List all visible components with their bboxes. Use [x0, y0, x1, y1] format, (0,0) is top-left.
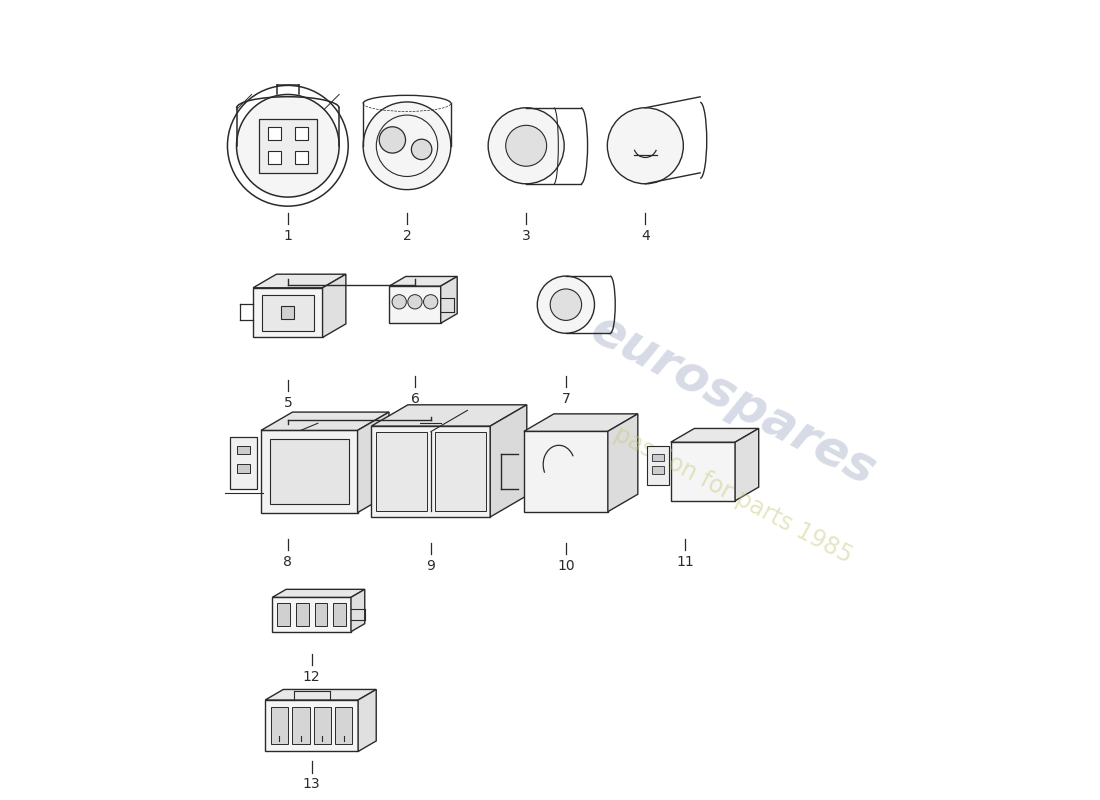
Bar: [277, 603, 290, 626]
Bar: [296, 603, 309, 626]
Bar: [262, 294, 314, 330]
Text: 4: 4: [641, 229, 650, 243]
Bar: [282, 306, 295, 319]
Bar: [271, 707, 288, 744]
Polygon shape: [491, 405, 527, 517]
Polygon shape: [389, 286, 441, 323]
Polygon shape: [372, 426, 491, 517]
Bar: [270, 438, 349, 504]
Bar: [375, 432, 427, 511]
Text: 2: 2: [403, 229, 411, 243]
Circle shape: [607, 108, 683, 184]
Polygon shape: [671, 429, 759, 442]
Polygon shape: [322, 274, 345, 338]
Text: 12: 12: [302, 670, 320, 684]
Bar: [260, 118, 317, 173]
Bar: [238, 446, 251, 454]
Circle shape: [488, 108, 564, 184]
Polygon shape: [524, 414, 638, 431]
Polygon shape: [359, 690, 376, 751]
Text: 13: 13: [302, 778, 320, 791]
Polygon shape: [253, 274, 345, 288]
Text: eurospares: eurospares: [582, 305, 883, 495]
Polygon shape: [253, 288, 322, 338]
Circle shape: [537, 276, 594, 334]
Polygon shape: [671, 442, 735, 501]
Bar: [434, 432, 486, 511]
Circle shape: [424, 294, 438, 309]
Circle shape: [506, 126, 547, 166]
Polygon shape: [735, 429, 759, 501]
Text: 6: 6: [410, 392, 419, 406]
Polygon shape: [261, 430, 358, 513]
Polygon shape: [524, 431, 608, 512]
Text: 5: 5: [284, 396, 293, 410]
Polygon shape: [265, 690, 376, 700]
Polygon shape: [273, 598, 351, 632]
Bar: [267, 127, 280, 140]
Bar: [267, 151, 280, 164]
Bar: [652, 454, 663, 461]
Text: 9: 9: [427, 559, 436, 573]
Text: 11: 11: [676, 555, 694, 569]
Polygon shape: [358, 412, 389, 513]
Text: passion for parts 1985: passion for parts 1985: [609, 422, 856, 569]
Circle shape: [379, 126, 406, 153]
Circle shape: [392, 294, 406, 309]
Text: 10: 10: [557, 559, 574, 573]
Bar: [293, 707, 309, 744]
Text: 7: 7: [561, 392, 570, 406]
Bar: [336, 707, 352, 744]
Polygon shape: [265, 700, 359, 751]
Polygon shape: [608, 414, 638, 512]
Polygon shape: [389, 277, 458, 286]
Polygon shape: [351, 590, 365, 632]
Circle shape: [550, 289, 582, 320]
Bar: [333, 603, 346, 626]
Circle shape: [411, 139, 432, 160]
Bar: [315, 603, 328, 626]
Circle shape: [363, 102, 451, 190]
Polygon shape: [441, 277, 458, 323]
Text: 3: 3: [521, 229, 530, 243]
Circle shape: [408, 294, 422, 309]
Text: 1: 1: [284, 229, 293, 243]
Bar: [647, 446, 669, 486]
Circle shape: [236, 94, 339, 197]
Bar: [230, 437, 257, 489]
Polygon shape: [273, 590, 365, 598]
Bar: [238, 464, 251, 473]
Bar: [314, 707, 331, 744]
Text: 8: 8: [284, 555, 293, 569]
Bar: [295, 127, 308, 140]
Bar: [295, 151, 308, 164]
Bar: [652, 466, 663, 474]
Polygon shape: [372, 405, 527, 426]
Polygon shape: [261, 412, 389, 430]
